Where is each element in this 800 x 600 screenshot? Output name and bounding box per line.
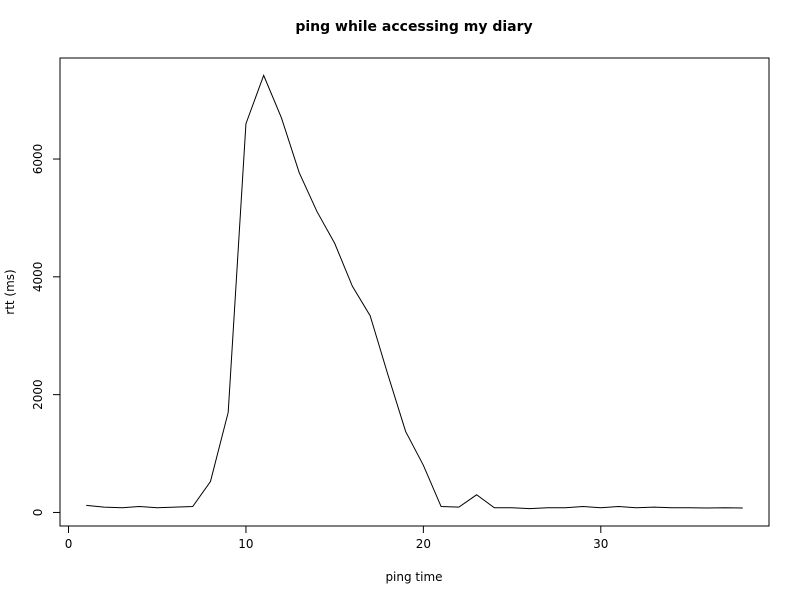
data-line xyxy=(86,74,743,510)
x-tick-label: 30 xyxy=(593,537,608,551)
x-axis-label: ping time xyxy=(385,570,442,584)
y-tick-label: 6000 xyxy=(31,144,45,175)
x-tick-label: 0 xyxy=(65,537,73,551)
y-tick-label: 4000 xyxy=(31,262,45,293)
x-tick-label: 10 xyxy=(238,537,253,551)
y-axis-label: rtt (ms) xyxy=(3,269,17,314)
y-tick-label: 2000 xyxy=(31,379,45,410)
plot-box xyxy=(59,57,770,527)
x-tick-label: 20 xyxy=(416,537,431,551)
chart-title: ping while accessing my diary xyxy=(295,19,532,35)
y-tick-label: 0 xyxy=(31,509,45,517)
